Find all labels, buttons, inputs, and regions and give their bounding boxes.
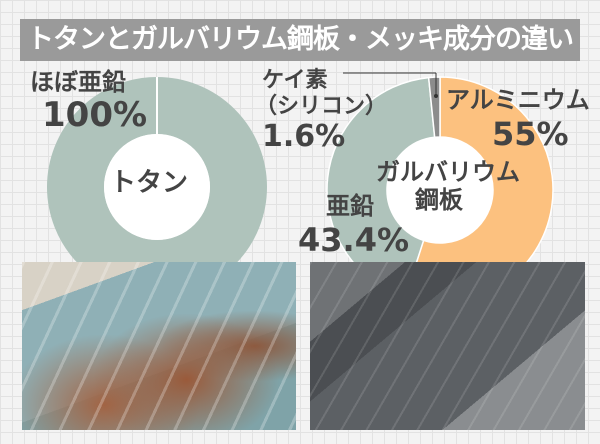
galvalume-roof-photo <box>310 262 585 430</box>
zinc-value: 43.4% <box>298 221 410 259</box>
page-title: トタンとガルバリウム鋼板・メッキ成分の違い <box>20 19 580 61</box>
leader-dot <box>434 94 438 98</box>
donut-galvalume <box>326 76 554 304</box>
silicon-value: 1.6% <box>262 119 346 154</box>
tin-zinc-label: ほぼ亜鉛 <box>30 68 126 96</box>
aluminium-label: アルミニウム <box>446 86 590 114</box>
rusted-tin-roof-photo <box>22 262 296 430</box>
tin-center-label: トタン <box>110 168 189 198</box>
galvalume-center-label-1: ガルバリウム <box>376 158 520 186</box>
tin-zinc-value: 100% <box>42 95 148 135</box>
silicon-label-2: （シリコン） <box>255 94 388 119</box>
donut-hole <box>104 134 210 240</box>
donut-hole <box>387 137 493 243</box>
galvalume-center-label-2: 鋼板 <box>415 186 463 214</box>
zinc-label: 亜鉛 <box>326 192 374 220</box>
silicon-label-1: ケイ素 <box>262 68 328 93</box>
aluminium-value: 55% <box>492 115 569 153</box>
